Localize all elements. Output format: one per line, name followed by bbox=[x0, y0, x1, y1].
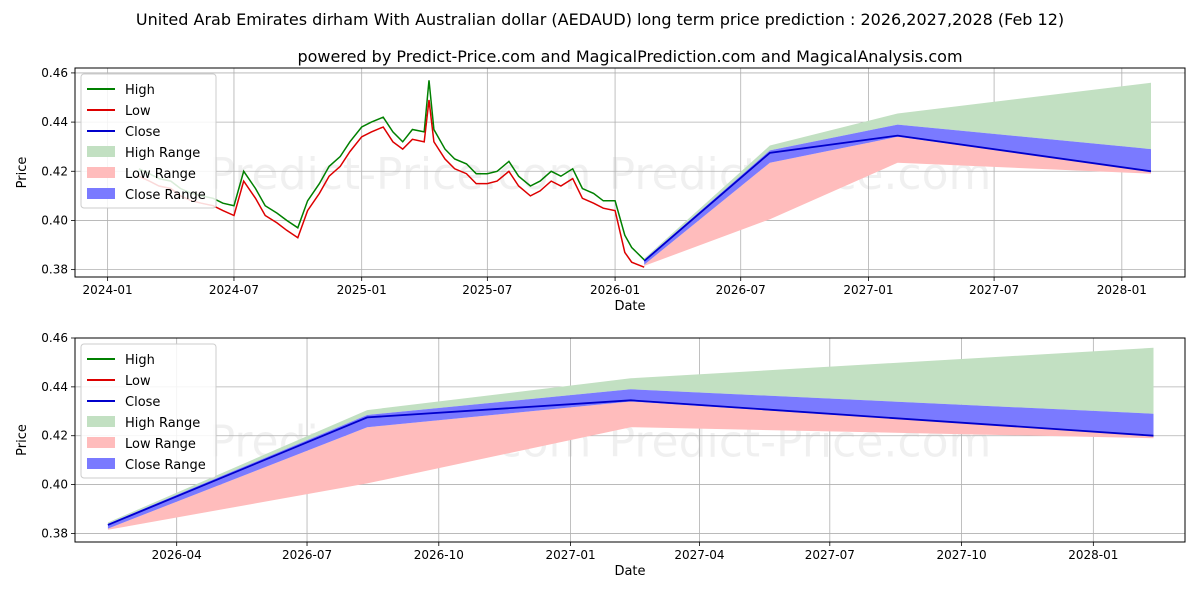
legend-swatch-close-range bbox=[87, 188, 115, 199]
plot-area bbox=[107, 347, 1154, 530]
y-tick-label: 0.38 bbox=[41, 526, 68, 540]
legend-label-close: Close bbox=[125, 125, 160, 140]
low-range-band bbox=[644, 136, 1151, 266]
legend-label-close: Close bbox=[125, 395, 160, 410]
low-history-line bbox=[138, 99, 645, 268]
top-panel: Predict-Price.comPredict-Price.com2024-0… bbox=[15, 66, 1186, 314]
chart-title: United Arab Emirates dirham With Austral… bbox=[136, 10, 1064, 29]
high-history-line bbox=[138, 80, 645, 261]
plot-frame bbox=[74, 337, 1186, 543]
x-tick-label: 2027-01 bbox=[545, 548, 595, 562]
legend-label-low-range: Low Range bbox=[125, 437, 196, 452]
y-tick-label: 0.38 bbox=[41, 263, 68, 277]
y-tick-label: 0.44 bbox=[41, 380, 68, 394]
legend-label-high: High bbox=[125, 353, 155, 368]
legend-swatch-low-range bbox=[87, 167, 115, 178]
close-range-band bbox=[107, 389, 1154, 529]
high-range-band bbox=[644, 82, 1151, 260]
x-tick-label: 2026-10 bbox=[414, 548, 464, 562]
y-axis-label: Price bbox=[15, 157, 30, 189]
x-tick-label: 2028-01 bbox=[1097, 283, 1147, 297]
x-tick-label: 2024-07 bbox=[209, 283, 259, 297]
x-tick-label: 2025-01 bbox=[337, 283, 387, 297]
legend-label-low: Low bbox=[125, 374, 151, 389]
plot-area bbox=[138, 80, 1152, 268]
x-tick-label: 2027-10 bbox=[936, 548, 986, 562]
x-tick-label: 2026-07 bbox=[716, 283, 766, 297]
y-tick-label: 0.44 bbox=[41, 115, 68, 129]
legend-label-close-range: Close Range bbox=[125, 458, 206, 473]
x-tick-label: 2028-01 bbox=[1068, 548, 1118, 562]
x-tick-label: 2026-01 bbox=[590, 283, 640, 297]
x-axis-label: Date bbox=[614, 564, 645, 579]
legend-label-high-range: High Range bbox=[125, 146, 200, 161]
close-range-band bbox=[644, 124, 1151, 265]
x-tick-label: 2026-07 bbox=[282, 548, 332, 562]
x-axis-label: Date bbox=[614, 299, 645, 314]
y-tick-label: 0.40 bbox=[41, 478, 68, 492]
low-range-band bbox=[107, 401, 1154, 530]
y-tick-label: 0.42 bbox=[41, 164, 68, 178]
bottom-panel: Predict-Price.comPredict-Price.com2026-0… bbox=[15, 331, 1186, 579]
y-tick-label: 0.42 bbox=[41, 429, 68, 443]
high-range-band bbox=[107, 347, 1154, 524]
legend-label-close-range: Close Range bbox=[125, 188, 206, 203]
legend-label-low: Low bbox=[125, 104, 151, 119]
y-tick-label: 0.46 bbox=[41, 331, 68, 345]
legend-swatch-close-range bbox=[87, 458, 115, 469]
legend-label-low-range: Low Range bbox=[125, 167, 196, 182]
legend-swatch-low-range bbox=[87, 437, 115, 448]
x-tick-label: 2027-01 bbox=[843, 283, 893, 297]
chart-subtitle: powered by Predict-Price.com and Magical… bbox=[297, 47, 962, 66]
y-tick-label: 0.46 bbox=[41, 66, 68, 80]
y-axis-label: Price bbox=[15, 424, 30, 456]
watermark-text: Predict-Price.com bbox=[209, 149, 592, 200]
x-tick-label: 2025-07 bbox=[462, 283, 512, 297]
legend-swatch-high-range bbox=[87, 146, 115, 157]
x-tick-label: 2027-07 bbox=[805, 548, 855, 562]
x-tick-label: 2024-01 bbox=[83, 283, 133, 297]
legend-label-high-range: High Range bbox=[125, 416, 200, 431]
x-tick-label: 2026-04 bbox=[152, 548, 202, 562]
y-tick-label: 0.40 bbox=[41, 213, 68, 227]
x-tick-label: 2027-04 bbox=[674, 548, 724, 562]
close-forecast-line bbox=[643, 134, 1152, 262]
close-forecast-line bbox=[107, 399, 1154, 526]
legend-label-high: High bbox=[125, 83, 155, 98]
plot-frame bbox=[74, 67, 1186, 278]
legend-swatch-high-range bbox=[87, 416, 115, 427]
x-tick-label: 2027-07 bbox=[969, 283, 1019, 297]
